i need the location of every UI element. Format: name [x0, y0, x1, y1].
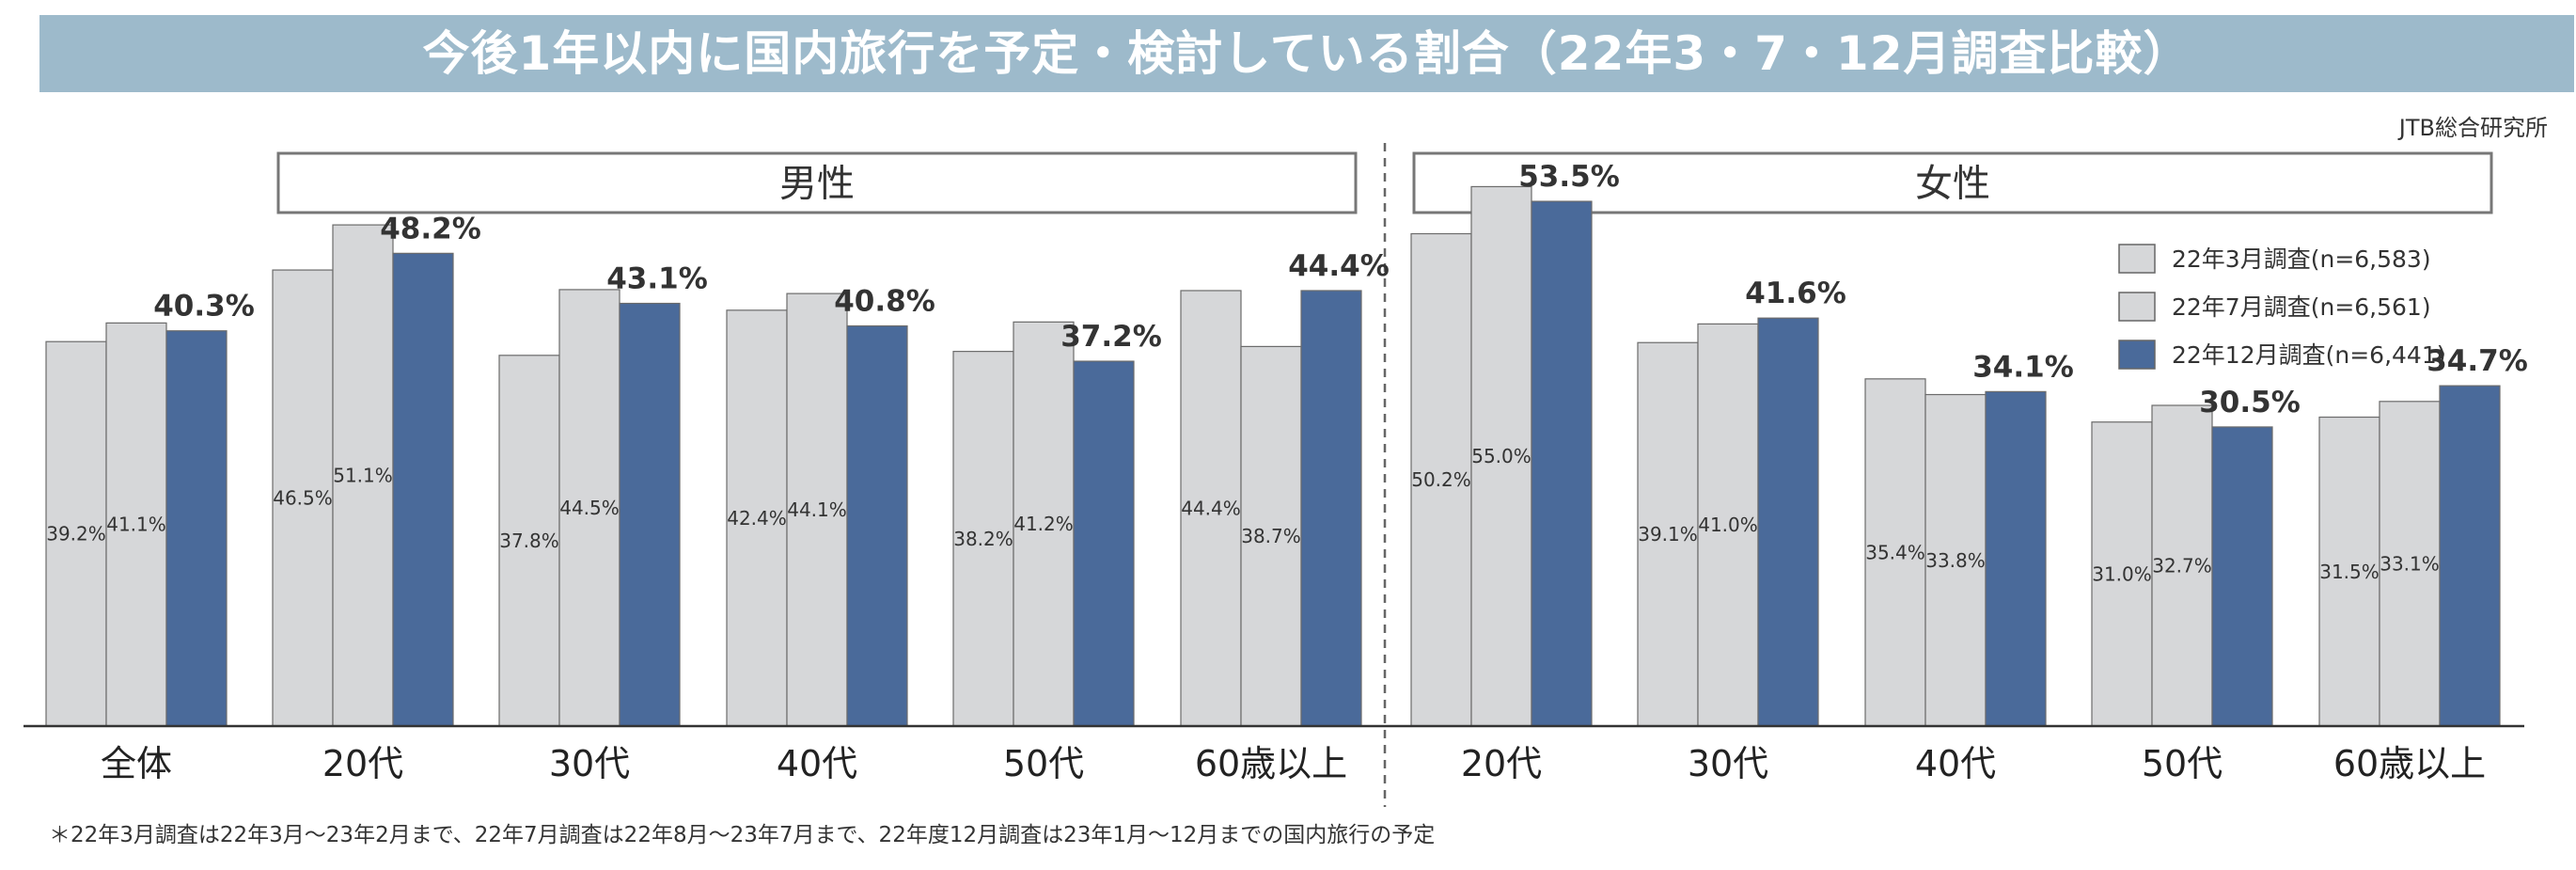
bar-value-label: 39.1% [1638, 523, 1698, 546]
bar-march [498, 355, 560, 727]
bar-december [1757, 317, 1819, 727]
bar-december [2439, 385, 2501, 727]
legend-label-december: 22年12月調査(n=6,441) [2172, 341, 2446, 369]
bar-december [1073, 360, 1135, 727]
legend-swatch-december [2118, 340, 2156, 370]
bar-value-label-highlight: 48.2% [380, 212, 481, 245]
bar-value-label: 37.8% [499, 530, 559, 552]
bar-value-label: 35.4% [1865, 541, 1925, 563]
legend-label-march: 22年3月調査(n=6,583) [2172, 245, 2431, 273]
bar-value-label-highlight: 30.5% [2199, 386, 2301, 419]
bar-value-label-highlight: 34.1% [1972, 350, 2074, 384]
bar-march [952, 351, 1014, 727]
bar-value-label: 41.1% [106, 514, 166, 536]
bar-december [2211, 426, 2273, 727]
bar-march [1637, 341, 1699, 727]
bar-december [392, 252, 454, 727]
bar-value-label: 42.4% [727, 507, 787, 530]
bar-value-label-highlight: 43.1% [606, 262, 708, 296]
bar-value-label: 38.7% [1241, 525, 1301, 547]
bar-december [1985, 390, 2047, 727]
bar-march [2318, 416, 2380, 727]
bar-july [786, 293, 848, 727]
bar-value-label: 33.8% [1925, 549, 1986, 572]
bar-value-label: 44.1% [787, 498, 847, 521]
category-label: 40代 [1915, 743, 1996, 784]
bar-december [1300, 290, 1362, 727]
bar-july [105, 322, 167, 727]
category-label: 20代 [322, 743, 403, 784]
category-label: 50代 [1003, 743, 1084, 784]
gender-header-box [1412, 151, 2493, 214]
bar-december [619, 302, 681, 727]
category-label: 40代 [777, 743, 857, 784]
gender-header-box [276, 151, 1358, 214]
bar-value-label-highlight: 53.5% [1518, 160, 1620, 194]
footnote: ＊22年3月調査は22年3月～23年2月まで、22年7月調査は22年8月～23年… [49, 823, 1436, 847]
bar-july [558, 289, 620, 727]
bar-value-label: 38.2% [953, 528, 1013, 550]
legend-label-july: 22年7月調査(n=6,561) [2172, 293, 2431, 321]
bar-value-label: 46.5% [273, 487, 333, 510]
gender-header-label: 男性 [779, 163, 855, 206]
bar-july [1924, 393, 1987, 727]
bar-value-label-highlight: 41.6% [1745, 277, 1846, 310]
bar-march [726, 309, 788, 727]
source-label: JTB総合研究所 [2398, 115, 2548, 141]
bar-value-label: 33.1% [2380, 552, 2440, 575]
bar-march [1180, 290, 1242, 727]
legend-swatch-march [2118, 244, 2156, 274]
chart-title: 今後1年以内に国内旅行を予定・検討している割合（22年3・7・12月調査比較） [39, 15, 2574, 92]
category-label: 50代 [2142, 743, 2223, 784]
category-label: 60歳以上 [1195, 743, 1347, 784]
gender-header-label: 女性 [1915, 163, 1990, 206]
category-label: 全体 [101, 743, 172, 784]
bar-december [846, 324, 908, 727]
bar-value-label: 50.2% [1411, 468, 1471, 491]
category-label: 60歳以上 [2333, 743, 2486, 784]
bar-july [2151, 404, 2213, 727]
bar-value-label: 39.2% [46, 523, 106, 546]
bar-december [1531, 200, 1593, 727]
bar-december [165, 330, 228, 727]
bar-value-label: 55.0% [1471, 445, 1531, 467]
bar-value-label: 31.0% [2092, 562, 2152, 585]
bar-value-label: 31.5% [2319, 561, 2380, 583]
bar-value-label: 41.2% [1013, 513, 1074, 535]
bar-value-label: 44.4% [1181, 497, 1241, 519]
bar-value-label: 41.0% [1698, 514, 1758, 536]
bar-value-label-highlight: 44.4% [1288, 249, 1390, 283]
bar-march [2091, 421, 2153, 727]
bar-value-label: 44.5% [559, 497, 620, 519]
legend-swatch-july [2118, 292, 2156, 322]
bar-value-label-highlight: 34.7% [2427, 344, 2528, 378]
bar-value-label-highlight: 40.8% [834, 285, 935, 319]
bar-july [1013, 321, 1075, 727]
category-label: 20代 [1461, 743, 1542, 784]
bar-july [1470, 185, 1532, 727]
bar-value-label: 32.7% [2152, 554, 2212, 577]
category-label: 30代 [549, 743, 630, 784]
category-label: 30代 [1688, 743, 1768, 784]
bar-value-label: 51.1% [333, 465, 393, 487]
bar-july [332, 224, 394, 727]
bar-value-label-highlight: 37.2% [1060, 320, 1162, 354]
bar-value-label-highlight: 40.3% [153, 290, 255, 324]
bar-july [2379, 401, 2441, 727]
